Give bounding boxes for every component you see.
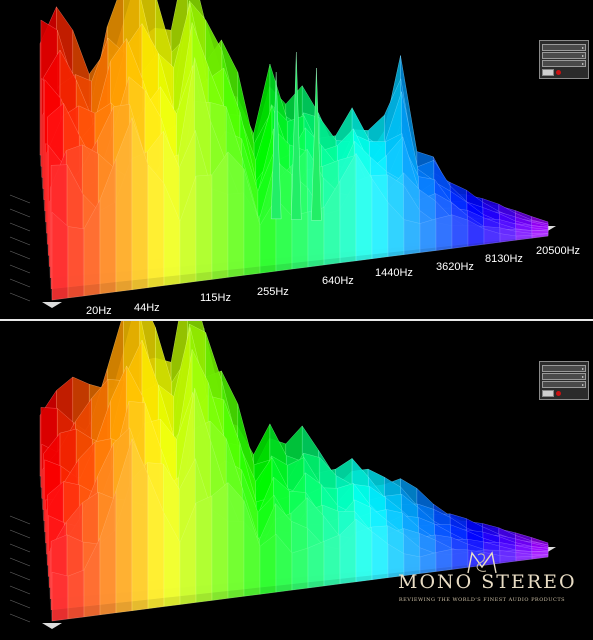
- frequency-tick-label: 20Hz: [86, 305, 112, 317]
- spectrum-segment: [195, 495, 213, 603]
- panel-divider: [0, 319, 593, 321]
- axis-tick: [9, 543, 31, 553]
- spectrum-segment: [531, 554, 549, 560]
- axis-arrow-icon: [42, 302, 62, 308]
- axis-tick: [9, 264, 31, 274]
- spectrum-segment: [291, 547, 309, 591]
- spectrum-spike: [291, 51, 302, 220]
- spectrum-segment: [403, 219, 421, 255]
- spectrum-3d-plot-top: 20Hz 44Hz 115Hz 255Hz 640Hz 1440Hz 3620Hz 8130H…: [9, 0, 580, 317]
- widget-row: ▸: [542, 373, 586, 380]
- spectrum-spike: [270, 71, 282, 220]
- axis-tick: [9, 250, 31, 260]
- spectrum-segment: [147, 164, 165, 288]
- spectrum-segment: [419, 218, 437, 253]
- spectrum-segment: [51, 571, 69, 622]
- widget-row: ▸: [542, 44, 586, 51]
- widget-row: ▸: [542, 52, 586, 59]
- frequency-tick-label: 640Hz: [322, 275, 354, 287]
- monogram-icon: [467, 551, 497, 574]
- frequency-tick-label: 20500Hz: [536, 245, 580, 257]
- spectrum-segment: [531, 233, 549, 239]
- watermark-name: MONO STEREO: [398, 571, 577, 593]
- widget-row: ▸: [542, 60, 586, 67]
- axis-tick: [9, 599, 31, 609]
- widget-chip: [542, 390, 554, 397]
- axis-tick: [9, 208, 31, 218]
- spectrum-segment: [67, 569, 85, 620]
- widget-chip: [542, 69, 554, 76]
- widget-footer: [542, 69, 586, 76]
- frequency-tick-label: 44Hz: [134, 302, 160, 314]
- record-dot-icon: [556, 70, 561, 75]
- axis-tick: [9, 515, 31, 525]
- spectrum-segment: [67, 226, 85, 299]
- spectrum-segment: [307, 541, 325, 589]
- watermark-logo: MONO STEREO REVIEWING THE WORLD'S FINEST…: [398, 551, 588, 617]
- axis-tick: [9, 278, 31, 288]
- widget-row: ▸: [542, 381, 586, 388]
- widget-red-text: [563, 69, 586, 76]
- spectrum-segment: [435, 214, 453, 251]
- spectrum-segment: [195, 174, 213, 282]
- spectrum-panel-bottom: ▸ ▸ ▸: [0, 321, 593, 640]
- axis-tick: [9, 571, 31, 581]
- record-dot-icon: [556, 391, 561, 396]
- spectrum-segment: [323, 534, 341, 587]
- widget-row: ▸: [542, 365, 586, 372]
- spectrum-segment: [227, 482, 245, 599]
- axis-tick: [9, 194, 31, 204]
- widget-red-text: [563, 390, 586, 397]
- spectrum-segment: [291, 211, 309, 270]
- frequency-tick-label: 115Hz: [200, 292, 231, 304]
- spectrum-segment: [451, 214, 469, 249]
- frequency-tick-label: 3620Hz: [436, 261, 474, 273]
- spectrum-spike: [311, 67, 322, 221]
- control-panel-widget-bottom: ▸ ▸ ▸: [539, 361, 589, 400]
- axis-tick: [9, 613, 31, 623]
- spectrum-segment: [51, 211, 69, 301]
- axis-arrow-icon: [42, 623, 62, 629]
- frequency-tick-label: 255Hz: [257, 286, 289, 298]
- frequency-tick-label: 1440Hz: [375, 267, 413, 279]
- watermark-tagline: REVIEWING THE WORLD'S FINEST AUDIO PRODU…: [398, 597, 566, 603]
- axis-tick: [9, 236, 31, 246]
- axis-tick: [9, 557, 31, 567]
- spectrum-3d-plot-bottom: [9, 321, 556, 629]
- axis-tick: [9, 222, 31, 232]
- axis-tick: [9, 292, 31, 302]
- spectrum-segment: [227, 151, 245, 278]
- spectrum-segment: [211, 482, 229, 601]
- axis-tick: [9, 585, 31, 595]
- control-panel-widget-top: ▸ ▸ ▸: [539, 40, 589, 79]
- frequency-tick-label: 8130Hz: [485, 253, 523, 265]
- spectrum-panel-top: 20Hz 44Hz 115Hz 255Hz 640Hz 1440Hz 3620Hz 8130H…: [0, 0, 593, 319]
- widget-footer: [542, 390, 586, 397]
- axis-tick: [9, 529, 31, 539]
